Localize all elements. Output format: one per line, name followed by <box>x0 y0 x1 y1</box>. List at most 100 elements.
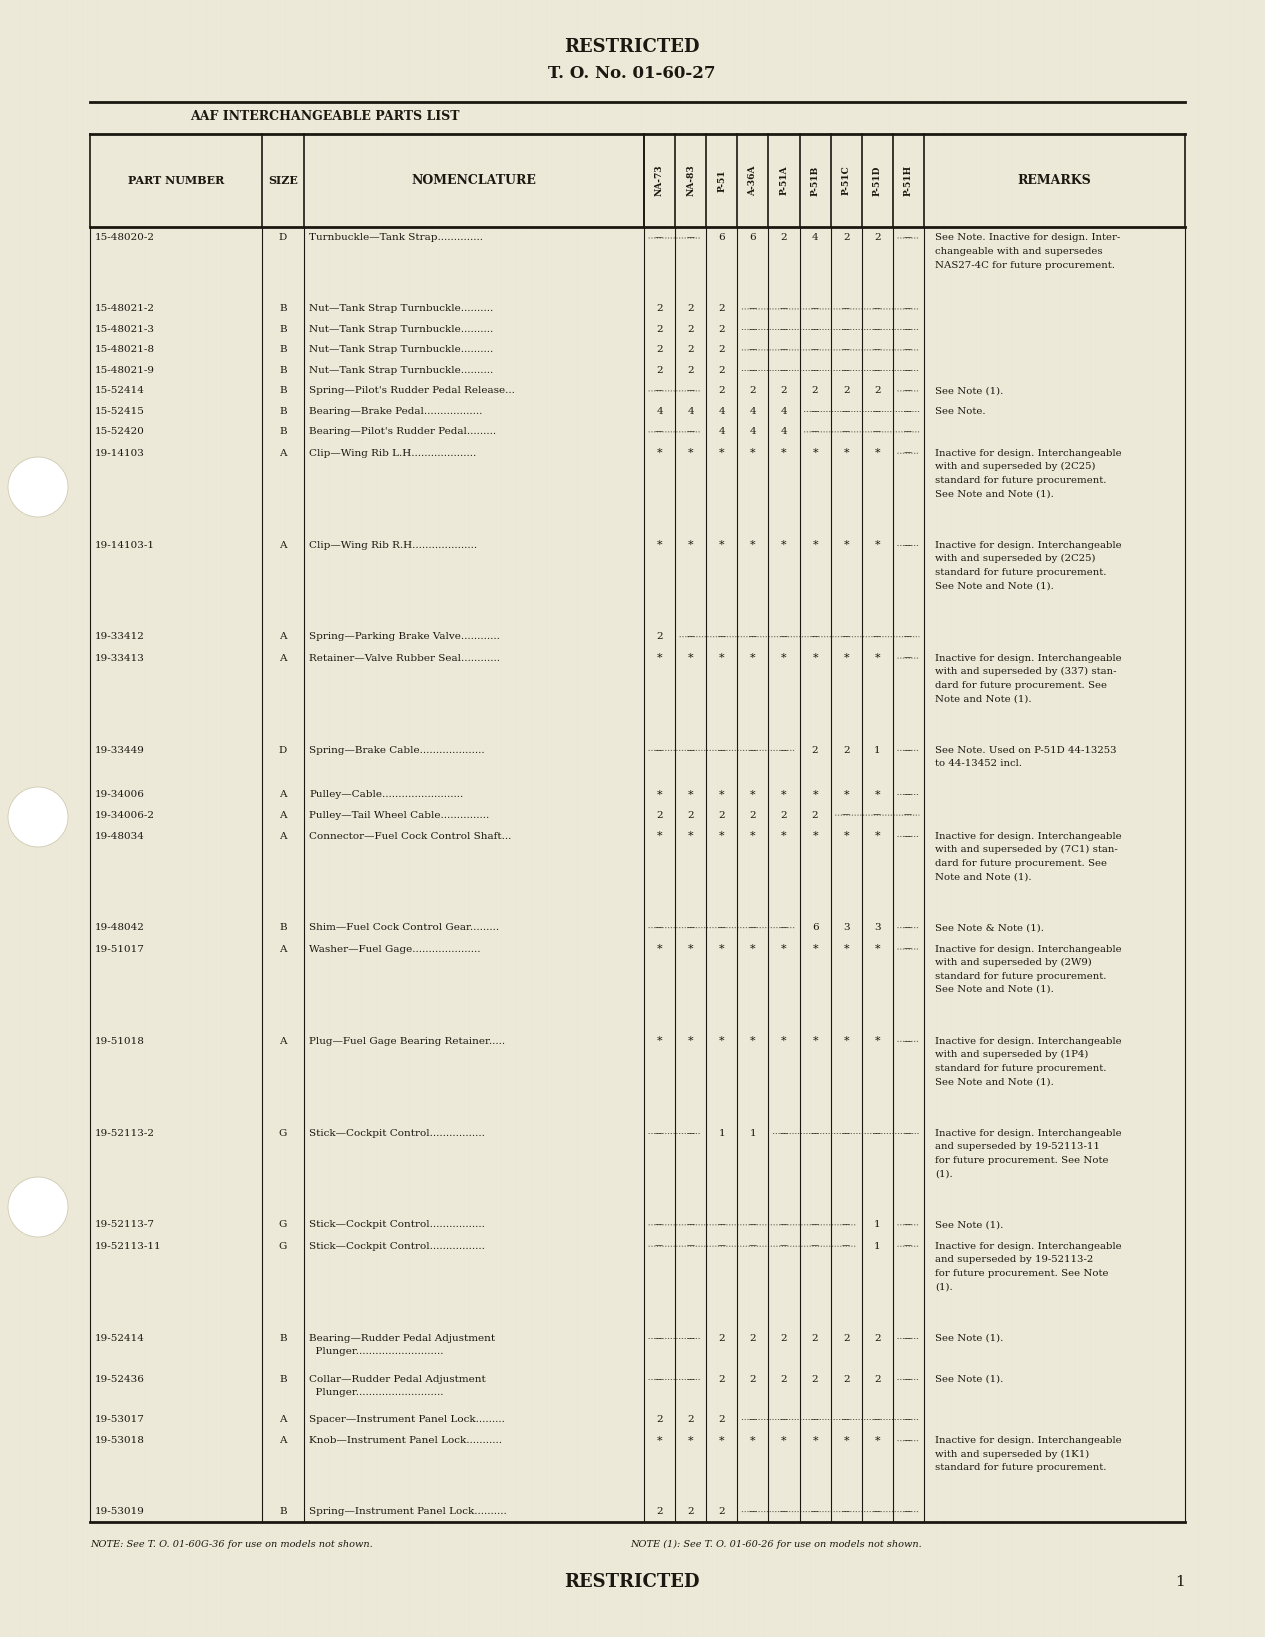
Text: Pulley—Tail Wheel Cable...............: Pulley—Tail Wheel Cable............... <box>309 810 490 820</box>
Text: RESTRICTED: RESTRICTED <box>564 1573 700 1591</box>
Text: ––: –– <box>749 345 758 355</box>
Text: 19-34006: 19-34006 <box>95 791 145 799</box>
Text: ––: –– <box>904 1221 913 1229</box>
Text: ––: –– <box>811 1221 820 1229</box>
Text: 19-52113-2: 19-52113-2 <box>95 1130 156 1138</box>
Text: See Note and Note (1).: See Note and Note (1). <box>935 581 1054 591</box>
Text: 15-48021-2: 15-48021-2 <box>95 304 156 313</box>
Text: *: * <box>750 1436 755 1445</box>
Text: Stick—Cockpit Control.................: Stick—Cockpit Control................. <box>309 1241 484 1251</box>
Text: *: * <box>688 789 693 799</box>
Text: ––: –– <box>811 1414 820 1424</box>
Text: 2: 2 <box>719 386 725 396</box>
Text: 19-52414: 19-52414 <box>95 1334 145 1342</box>
Text: A: A <box>280 449 287 458</box>
Text: ––: –– <box>841 304 851 313</box>
Text: ––: –– <box>873 1508 882 1516</box>
Text: Clip—Wing Rib L.H....................: Clip—Wing Rib L.H.................... <box>309 449 476 458</box>
Text: 1: 1 <box>874 746 880 755</box>
Text: *: * <box>782 653 787 663</box>
Circle shape <box>8 787 68 846</box>
Text: 4: 4 <box>750 408 756 416</box>
Text: with and superseded by (2C25): with and superseded by (2C25) <box>935 462 1095 471</box>
Text: *: * <box>874 653 880 663</box>
Text: 2: 2 <box>842 234 850 242</box>
Text: ––: –– <box>779 746 788 755</box>
Text: Inactive for design. Interchangeable: Inactive for design. Interchangeable <box>935 540 1122 550</box>
Text: ––: –– <box>904 810 913 820</box>
Text: ––: –– <box>841 427 851 437</box>
Text: *: * <box>750 653 755 663</box>
Text: ––: –– <box>686 1130 696 1138</box>
Text: Plug—Fuel Gage Bearing Retainer.....: Plug—Fuel Gage Bearing Retainer..... <box>309 1036 505 1046</box>
Text: ––: –– <box>904 304 913 313</box>
Text: *: * <box>782 449 787 458</box>
Text: ––: –– <box>655 746 664 755</box>
Text: *: * <box>657 1436 663 1445</box>
Text: ––: –– <box>841 367 851 375</box>
Text: ––: –– <box>904 1334 913 1342</box>
Text: NOTE: See T. O. 01-60G-36 for use on models not shown.: NOTE: See T. O. 01-60G-36 for use on mod… <box>90 1540 373 1549</box>
Text: 2: 2 <box>812 746 818 755</box>
Text: ––: –– <box>749 326 758 334</box>
Text: *: * <box>688 1036 693 1046</box>
Text: 6: 6 <box>812 923 818 933</box>
Text: 19-33412: 19-33412 <box>95 632 145 642</box>
Text: See Note. Inactive for design. Inter-: See Note. Inactive for design. Inter- <box>935 234 1121 242</box>
Text: Knob—Instrument Panel Lock...........: Knob—Instrument Panel Lock........... <box>309 1436 502 1445</box>
Text: ––: –– <box>779 304 788 313</box>
Text: *: * <box>844 1036 849 1046</box>
Text: 2: 2 <box>812 1375 818 1383</box>
Text: ––: –– <box>749 746 758 755</box>
Text: ––: –– <box>904 386 913 396</box>
Text: 2: 2 <box>719 1334 725 1342</box>
Text: dard for future procurement. See: dard for future procurement. See <box>935 681 1107 689</box>
Text: 6: 6 <box>719 234 725 242</box>
Text: 2: 2 <box>719 1375 725 1383</box>
Text: ––: –– <box>904 653 913 663</box>
Text: *: * <box>750 789 755 799</box>
Text: ––: –– <box>904 791 913 799</box>
Text: *: * <box>657 653 663 663</box>
Text: *: * <box>750 945 755 954</box>
Text: ––: –– <box>811 632 820 642</box>
Text: ––: –– <box>811 1508 820 1516</box>
Text: A: A <box>280 1414 287 1424</box>
Text: ––: –– <box>811 1241 820 1251</box>
Text: 1: 1 <box>1175 1575 1185 1590</box>
Text: ––: –– <box>904 345 913 355</box>
Text: ––: –– <box>841 632 851 642</box>
Text: Inactive for design. Interchangeable: Inactive for design. Interchangeable <box>935 653 1122 663</box>
Text: P-51B: P-51B <box>811 165 820 196</box>
Text: ––: –– <box>717 923 726 933</box>
Text: 15-52415: 15-52415 <box>95 408 145 416</box>
Text: B: B <box>280 367 287 375</box>
Text: *: * <box>657 540 663 550</box>
Text: ––: –– <box>717 1241 726 1251</box>
Text: 19-53019: 19-53019 <box>95 1508 145 1516</box>
Text: *: * <box>657 1036 663 1046</box>
Text: REMARKS: REMARKS <box>1017 174 1092 187</box>
Text: P-51C: P-51C <box>841 165 851 195</box>
Text: 2: 2 <box>657 345 663 355</box>
Text: ––: –– <box>655 427 664 437</box>
Text: NOMENCLATURE: NOMENCLATURE <box>411 174 536 187</box>
Text: *: * <box>812 1036 818 1046</box>
Text: Turnbuckle—Tank Strap..............: Turnbuckle—Tank Strap.............. <box>309 234 483 242</box>
Text: ––: –– <box>841 326 851 334</box>
Text: SIZE: SIZE <box>268 175 299 187</box>
Text: *: * <box>750 1036 755 1046</box>
Text: 19-48042: 19-48042 <box>95 923 145 933</box>
Text: *: * <box>812 449 818 458</box>
Text: ––: –– <box>904 746 913 755</box>
Text: Inactive for design. Interchangeable: Inactive for design. Interchangeable <box>935 1036 1122 1046</box>
Text: ––: –– <box>749 304 758 313</box>
Text: 19-33413: 19-33413 <box>95 653 145 663</box>
Text: ––: –– <box>873 632 882 642</box>
Text: standard for future procurement.: standard for future procurement. <box>935 971 1107 981</box>
Text: 2: 2 <box>750 810 756 820</box>
Text: 4: 4 <box>719 408 725 416</box>
Text: ––: –– <box>686 923 696 933</box>
Text: D: D <box>278 746 287 755</box>
Text: A: A <box>280 1436 287 1445</box>
